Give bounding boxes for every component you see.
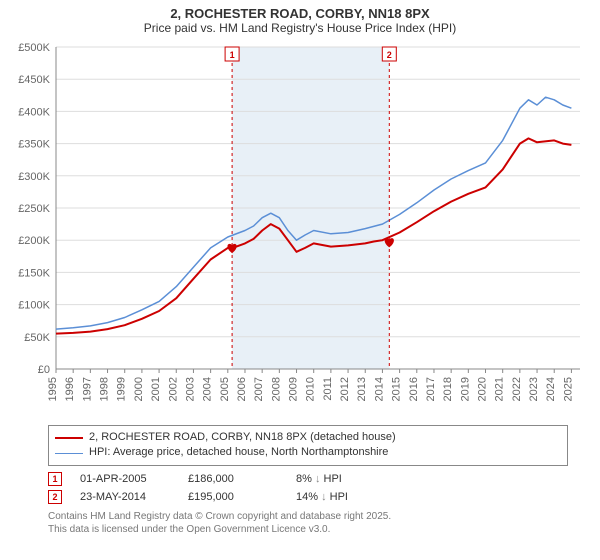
chart-container: 2, ROCHESTER ROAD, CORBY, NN18 8PX Price…: [0, 0, 600, 560]
x-tick-label: 2003: [184, 377, 196, 401]
x-tick-label: 2005: [219, 377, 231, 401]
x-tick-label: 1997: [81, 377, 93, 401]
line-chart-svg: £0 £50K £100K £150K £200K £250K £300K £350K £400…: [8, 39, 588, 419]
y-tick-label: £400K: [18, 106, 50, 118]
title-sub: Price paid vs. HM Land Registry's House …: [8, 21, 592, 35]
x-tick-label: 2021: [494, 377, 506, 401]
footer-line-2: This data is licensed under the Open Gov…: [48, 523, 592, 536]
footer: Contains HM Land Registry data © Crown c…: [48, 510, 592, 536]
sale-row: 2 23-MAY-2014 £195,000 14% ↓ HPI: [48, 490, 592, 504]
x-tick-label: 2000: [133, 377, 145, 401]
legend-label: HPI: Average price, detached house, Nort…: [89, 445, 388, 460]
y-tick-label: £200K: [18, 235, 50, 247]
legend-swatch: [55, 453, 83, 454]
x-tick-label: 2024: [545, 377, 557, 401]
x-tick-label: 1995: [47, 377, 59, 401]
sale-price: £195,000: [188, 491, 278, 503]
x-tick-label: 2023: [528, 377, 540, 401]
sale-diff: 8% ↓ HPI: [296, 473, 386, 485]
x-tick-label: 2022: [511, 377, 523, 401]
marker-number: 1: [230, 50, 235, 60]
x-tick-label: 2025: [562, 377, 574, 401]
legend-row: 2, ROCHESTER ROAD, CORBY, NN18 8PX (deta…: [55, 430, 561, 445]
legend: 2, ROCHESTER ROAD, CORBY, NN18 8PX (deta…: [48, 425, 568, 466]
x-tick-label: 2010: [305, 377, 317, 401]
y-tick-label: £150K: [18, 267, 50, 279]
x-tick-label: 2013: [356, 377, 368, 401]
x-tick-label: 2016: [408, 377, 420, 401]
sale-marker-box: 2: [48, 490, 62, 504]
x-tick-label: 2020: [477, 377, 489, 401]
x-tick-label: 2009: [288, 377, 300, 401]
sale-row: 1 01-APR-2005 £186,000 8% ↓ HPI: [48, 472, 592, 486]
x-tick-label: 2012: [339, 377, 351, 401]
x-tick-label: 2007: [253, 377, 265, 401]
title-block: 2, ROCHESTER ROAD, CORBY, NN18 8PX Price…: [8, 6, 592, 35]
y-tick-label: £50K: [24, 332, 50, 344]
sales-table: 1 01-APR-2005 £186,000 8% ↓ HPI 2 23-MAY-2014…: [48, 472, 592, 504]
title-main: 2, ROCHESTER ROAD, CORBY, NN18 8PX: [8, 6, 592, 21]
sale-price: £186,000: [188, 473, 278, 485]
x-tick-label: 2006: [236, 377, 248, 401]
x-tick-label: 2011: [322, 377, 334, 401]
x-tick-label: 2014: [373, 377, 385, 401]
x-tick-label: 2002: [167, 377, 179, 401]
y-tick-label: £500K: [18, 42, 50, 54]
y-tick-label: £100K: [18, 300, 50, 312]
x-tick-label: 2019: [459, 377, 471, 401]
y-tick-label: £0: [38, 364, 50, 376]
y-tick-label: £250K: [18, 203, 50, 215]
x-tick-label: 2018: [442, 377, 454, 401]
x-tick-label: 1998: [99, 377, 111, 401]
sale-diff: 14% ↓ HPI: [296, 491, 386, 503]
y-tick-label: £350K: [18, 139, 50, 151]
x-tick-label: 1999: [116, 377, 128, 401]
sale-marker-box: 1: [48, 472, 62, 486]
sale-date: 01-APR-2005: [80, 473, 170, 485]
x-tick-label: 1996: [64, 377, 76, 401]
legend-label: 2, ROCHESTER ROAD, CORBY, NN18 8PX (deta…: [89, 430, 396, 445]
x-tick-label: 2015: [391, 377, 403, 401]
x-tick-label: 2001: [150, 377, 162, 401]
x-tick-label: 2017: [425, 377, 437, 401]
y-tick-label: £450K: [18, 74, 50, 86]
x-tick-label: 2004: [202, 377, 214, 401]
sale-date: 23-MAY-2014: [80, 491, 170, 503]
chart: £0 £50K £100K £150K £200K £250K £300K £350K £400…: [8, 39, 588, 419]
legend-swatch: [55, 437, 83, 439]
y-tick-label: £300K: [18, 171, 50, 183]
marker-number: 2: [387, 50, 392, 60]
x-tick-label: 2008: [270, 377, 282, 401]
legend-row: HPI: Average price, detached house, Nort…: [55, 445, 561, 460]
footer-line-1: Contains HM Land Registry data © Crown c…: [48, 510, 592, 523]
